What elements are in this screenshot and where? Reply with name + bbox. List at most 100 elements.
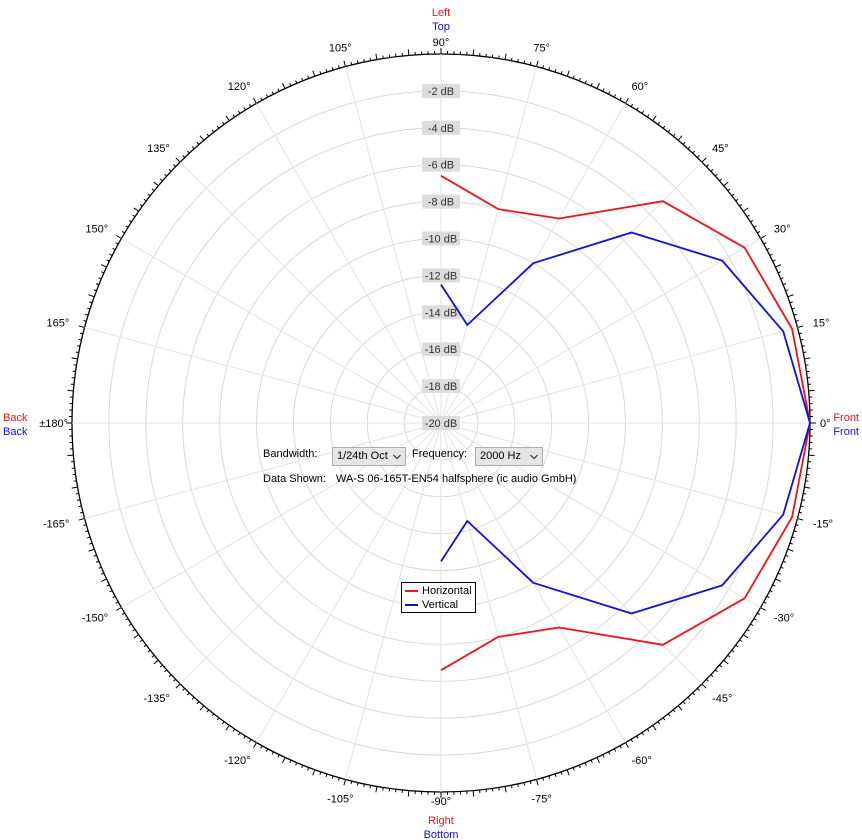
angle-tick xyxy=(677,705,683,711)
angle-tick xyxy=(472,790,475,797)
db-tick-label: -4 dB xyxy=(428,123,454,135)
angle-tick xyxy=(71,486,78,489)
db-tick-label: -14 dB xyxy=(425,307,457,319)
angle-label: -75° xyxy=(532,794,552,806)
angle-tick xyxy=(139,203,143,207)
angle-tick xyxy=(301,77,304,82)
frequency-row: Frequency: xyxy=(412,448,467,460)
angle-tick xyxy=(536,779,539,786)
angle-tick xyxy=(787,548,794,552)
angle-tick xyxy=(750,623,754,627)
angle-tick xyxy=(735,198,739,202)
angle-tick xyxy=(795,319,799,322)
bandwidth-dropdown[interactable]: 1/24th Oct xyxy=(332,447,406,466)
angle-tick xyxy=(682,141,686,145)
angle-tick xyxy=(319,71,322,75)
angle-tick xyxy=(356,60,359,64)
angle-tick xyxy=(77,499,81,501)
angle-tick xyxy=(186,692,190,696)
direction-label-top: Top xyxy=(432,21,450,33)
angle-tick xyxy=(271,91,274,95)
angle-tick xyxy=(723,659,729,665)
angle-tick xyxy=(625,97,629,104)
angle-tick xyxy=(636,107,639,111)
angle-tick xyxy=(572,767,575,771)
angle-tick xyxy=(529,780,532,785)
angle-label: 120° xyxy=(228,81,251,93)
angle-label: -15° xyxy=(813,519,833,531)
angle-tick xyxy=(801,345,805,347)
db-label-bg xyxy=(422,342,460,357)
angle-tick xyxy=(312,769,316,776)
angle-tick xyxy=(757,230,761,234)
angle-tick xyxy=(248,103,252,107)
angle-tick xyxy=(265,94,269,98)
angle-tick xyxy=(735,644,739,648)
angle-tick xyxy=(760,235,767,239)
grid-spoke xyxy=(179,422,442,685)
angle-tick xyxy=(301,764,304,769)
angle-tick xyxy=(312,70,316,77)
angle-tick xyxy=(265,748,269,752)
angle-tick xyxy=(343,60,346,67)
angle-tick xyxy=(196,701,200,705)
angle-tick xyxy=(596,757,600,764)
angle-tick xyxy=(797,518,804,521)
angle-tick xyxy=(206,133,210,137)
data-shown-row: Data Shown: xyxy=(263,473,326,485)
frequency-dropdown[interactable]: 2000 Hz xyxy=(475,447,543,466)
angle-tick xyxy=(785,289,789,292)
angle-label: 90° xyxy=(433,37,450,49)
angle-tick xyxy=(504,53,507,60)
angle-tick xyxy=(641,732,645,736)
angle-tick xyxy=(780,566,784,569)
angle-tick xyxy=(182,688,186,691)
angle-label: 0° xyxy=(820,418,831,430)
angle-tick xyxy=(523,782,526,786)
angle-tick xyxy=(619,745,622,749)
angle-tick xyxy=(260,745,263,749)
angle-tick xyxy=(356,782,359,786)
angle-tick xyxy=(211,129,215,133)
angle-tick xyxy=(216,717,220,721)
angle-tick xyxy=(271,751,274,755)
angle-tick xyxy=(191,146,195,150)
angle-tick xyxy=(590,82,593,87)
angle-label: ±180° xyxy=(39,418,68,430)
angle-tick xyxy=(510,57,513,61)
angle-tick xyxy=(153,659,159,665)
angle-tick xyxy=(536,60,539,67)
angle-tick xyxy=(132,214,136,218)
db-label-bg xyxy=(422,305,460,320)
angle-tick xyxy=(662,125,666,129)
angle-tick xyxy=(164,669,168,673)
angle-tick xyxy=(100,271,105,274)
direction-label-left: Left xyxy=(432,7,450,19)
angle-tick xyxy=(613,748,617,752)
angle-tick xyxy=(139,639,143,643)
angle-tick xyxy=(77,345,81,347)
angle-tick xyxy=(78,505,82,508)
angle-tick xyxy=(87,307,91,310)
bandwidth-row: Bandwidth: xyxy=(263,448,317,460)
chart-legend: Horizontal Vertical xyxy=(401,582,476,613)
grid-spoke xyxy=(440,422,798,519)
db-label-bg xyxy=(422,379,460,394)
angle-tick xyxy=(407,49,410,56)
angle-tick xyxy=(407,790,410,797)
db-tick-label: -12 dB xyxy=(425,270,457,282)
grid-spoke xyxy=(256,422,442,743)
angle-tick xyxy=(121,612,125,616)
angle-tick xyxy=(667,713,671,717)
angle-tick xyxy=(295,762,298,766)
angle-tick xyxy=(646,728,650,732)
direction-label-front-blue: Front xyxy=(833,426,859,438)
frequency-value: 2000 Hz xyxy=(480,450,521,462)
angle-tick xyxy=(560,771,563,775)
angle-tick xyxy=(578,764,581,769)
angle-tick xyxy=(584,80,587,84)
angle-tick xyxy=(760,607,767,611)
angle-tick xyxy=(808,454,815,457)
grid-spoke xyxy=(440,238,761,424)
angle-label: -60° xyxy=(632,755,652,767)
